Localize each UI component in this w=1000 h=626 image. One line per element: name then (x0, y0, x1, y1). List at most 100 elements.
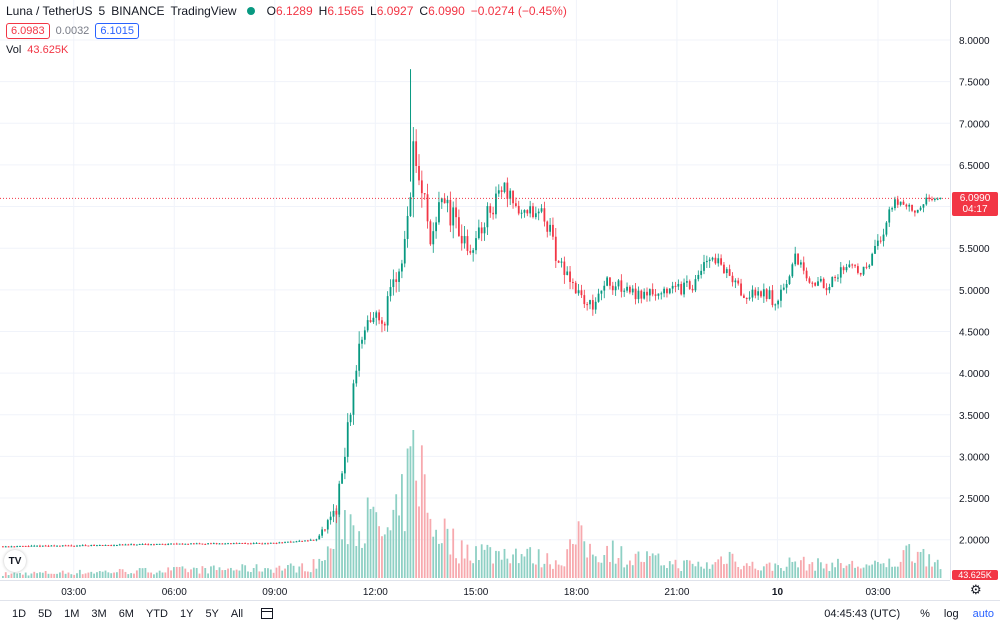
volume-bar (261, 571, 264, 578)
volume-bar (543, 563, 546, 578)
auto-scale-toggle[interactable]: auto (972, 607, 994, 620)
y-tick-label: 5.5000 (959, 244, 990, 255)
candle-body (258, 542, 261, 544)
volume-bar (173, 567, 175, 578)
candle-body (267, 543, 269, 545)
candle-body (212, 543, 215, 545)
time-axis[interactable]: 03:00 06:00 09:00 12:00 15:00 18:00 21:00 10 03:… (0, 580, 950, 601)
candle-body (306, 540, 309, 542)
volume-bar (304, 571, 306, 578)
candle-body (768, 290, 771, 299)
candle-body (341, 473, 343, 484)
volume-bar (378, 526, 380, 578)
volume-bar (865, 564, 868, 578)
volume-bar (21, 574, 24, 578)
x-tick-label: 21:00 (664, 587, 689, 598)
candle-body (113, 545, 115, 547)
tradingview-logo-icon[interactable]: TV (4, 550, 26, 572)
candle-body (150, 544, 152, 546)
volume-bar (931, 566, 933, 578)
volume-bar (911, 561, 913, 578)
volume-bar (609, 561, 611, 578)
volume-bar (737, 567, 740, 578)
log-toggle[interactable]: log (943, 607, 959, 620)
settings-gear-icon[interactable]: ⚙ (970, 582, 982, 597)
timeframe-button-all[interactable]: All (230, 607, 244, 620)
volume-bar (7, 575, 10, 578)
candle-body (352, 383, 355, 415)
candle-body (791, 264, 794, 277)
timeframe-button-1m[interactable]: 1M (64, 607, 80, 620)
volume-bar (782, 570, 785, 578)
percent-toggle[interactable]: % (920, 607, 930, 620)
candle-body (429, 221, 432, 245)
candle-body (554, 236, 557, 261)
candle-body (289, 541, 292, 543)
volume-bar (30, 573, 33, 578)
volume-bar (104, 570, 107, 578)
candle-body (87, 545, 90, 547)
candle-body (751, 289, 754, 298)
symbol-name[interactable]: Luna / TetherUS (6, 4, 93, 18)
volume-bar (762, 566, 765, 578)
timeframe-button-1d[interactable]: 1D (12, 607, 27, 620)
volume-bar (440, 543, 443, 578)
candle-body (597, 293, 600, 302)
candle-body (566, 271, 569, 275)
volume-bar (862, 567, 865, 578)
timeframe-button-5d[interactable]: 5D (38, 607, 53, 620)
sell-price-button[interactable]: 6.0983 (6, 23, 50, 39)
candle-body (580, 290, 583, 296)
volume-bar (671, 564, 674, 578)
candle-body (563, 261, 566, 275)
timeframe-button-6m[interactable]: 6M (118, 607, 134, 620)
volume-bar (597, 562, 600, 578)
candle-body (281, 542, 284, 544)
volume-bar (321, 560, 323, 578)
calendar-range-icon[interactable] (261, 608, 274, 619)
timeframe-button-3m[interactable]: 3M (91, 607, 107, 620)
price-axis[interactable]: 8.00007.50007.00006.50006.00005.50005.00… (950, 0, 1000, 588)
candle-body (817, 281, 819, 286)
timeframe-button-ytd[interactable]: YTD (145, 607, 168, 620)
volume-bar (372, 506, 375, 578)
timeframe-button-5y[interactable]: 5Y (205, 607, 219, 620)
volume-bar (181, 566, 184, 578)
volume-bar (837, 558, 839, 578)
y-tick-label: 2.0000 (959, 536, 990, 547)
volume-bar (64, 573, 67, 578)
volume-bar (546, 553, 549, 578)
candle-body (138, 544, 141, 546)
volume-bar (760, 570, 762, 578)
price-chart[interactable] (0, 0, 950, 580)
utc-clock[interactable]: 04:45:43 (UTC) (824, 607, 901, 620)
candle-body (711, 257, 714, 260)
volume-bar (332, 548, 335, 578)
volume-bar (825, 563, 828, 578)
volume-bar (754, 568, 757, 578)
volume-bar (403, 531, 406, 578)
volume-bar (426, 512, 429, 578)
volume-bar (443, 518, 446, 578)
candle-body (703, 262, 705, 271)
chart-canvas[interactable] (0, 0, 950, 580)
candle-body (671, 285, 674, 289)
candle-body (440, 198, 443, 203)
volume-bar (438, 543, 440, 578)
volume-bar (882, 563, 885, 578)
candle-body (318, 535, 321, 540)
timeframe-button-1y[interactable]: 1Y (179, 607, 194, 620)
buy-price-button[interactable]: 6.1015 (95, 23, 139, 39)
volume-bar (623, 567, 626, 578)
volume-bar (540, 567, 543, 578)
volume-bar (87, 572, 90, 578)
candle-body (808, 278, 811, 283)
candle-body (908, 204, 911, 207)
volume-bar (472, 563, 475, 578)
candle-body (215, 543, 218, 545)
volume-bar (150, 572, 152, 578)
candle-body (47, 545, 50, 547)
candle-body (919, 207, 922, 210)
volume-bar (828, 571, 831, 578)
volume-bar (697, 561, 700, 578)
